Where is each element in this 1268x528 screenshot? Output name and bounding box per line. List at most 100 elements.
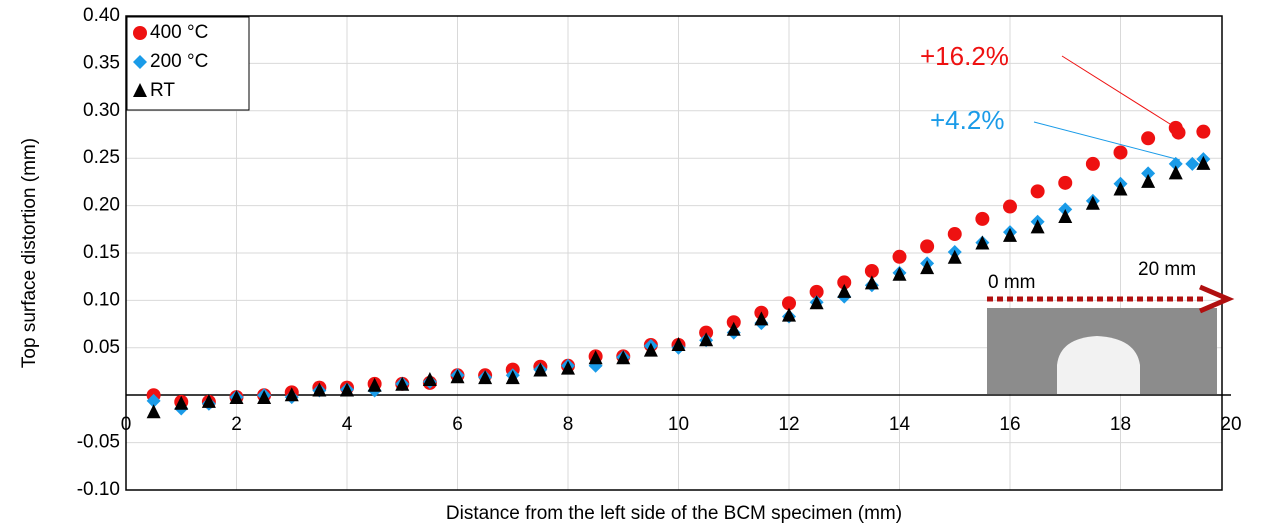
data-point <box>837 275 852 290</box>
data-point <box>505 370 520 385</box>
data-point <box>947 227 962 242</box>
legend-marker <box>133 26 147 40</box>
inset-label: 0 mm <box>988 272 1036 293</box>
data-point <box>671 336 686 351</box>
legend-marker <box>133 83 147 97</box>
data-point <box>1168 156 1183 171</box>
data-point <box>284 387 299 402</box>
data-point <box>892 249 907 264</box>
data-point <box>699 332 714 347</box>
x-axis-label: Distance from the left side of the BCM s… <box>446 503 902 524</box>
data-point <box>1113 145 1128 160</box>
data-point <box>975 211 990 226</box>
legend-marker <box>133 55 147 69</box>
data-point <box>1030 184 1045 199</box>
data-point <box>1003 199 1017 214</box>
data-point <box>1085 156 1100 171</box>
data-point <box>1196 124 1211 139</box>
x-tick-label: 4 <box>342 414 353 435</box>
data-point <box>450 369 465 384</box>
data-point <box>1003 227 1017 242</box>
inset-label: 20 mm <box>1138 259 1196 280</box>
y-tick-label: 0.15 <box>83 242 120 263</box>
data-point <box>1085 195 1100 210</box>
inset-photo: 0 mm 20 mm <box>987 259 1235 394</box>
y-tick-label: -0.05 <box>77 432 120 453</box>
x-tick-label: 8 <box>563 414 574 435</box>
x-tick-label: 16 <box>999 414 1020 435</box>
data-point <box>257 390 272 405</box>
data-point <box>643 342 658 357</box>
x-tick-label: 2 <box>231 414 242 435</box>
data-point <box>533 362 548 377</box>
data-point <box>1168 165 1183 180</box>
data-point <box>782 307 796 322</box>
x-tick-label: 18 <box>1110 414 1131 435</box>
x-tick-label: 12 <box>778 414 799 435</box>
inset-arrowhead <box>1199 284 1235 314</box>
data-point <box>561 360 575 375</box>
data-point <box>146 393 161 408</box>
data-point <box>1030 219 1045 234</box>
data-point <box>1113 181 1128 196</box>
y-tick-label: 0.20 <box>83 195 120 216</box>
data-point <box>201 393 216 408</box>
data-point <box>1058 208 1073 223</box>
data-point <box>1185 156 1200 171</box>
y-axis-label: Top surface distortion (mm) <box>19 138 40 368</box>
x-tick-label: 0 <box>121 414 132 435</box>
y-tick-label: 0.40 <box>83 5 120 26</box>
data-point <box>1171 125 1186 140</box>
y-tick-label: -0.10 <box>77 479 120 500</box>
y-tick-label: 0.35 <box>83 52 120 73</box>
data-point <box>229 390 244 405</box>
data-point <box>395 376 410 391</box>
annotation: +4.2% <box>930 105 1004 135</box>
x-tick-label: 14 <box>889 414 911 435</box>
legend-label: 200 °C <box>150 51 208 72</box>
data-point <box>588 350 603 365</box>
plot-frame <box>125 15 1223 491</box>
data-point <box>1141 166 1156 181</box>
data-point <box>864 275 879 290</box>
y-tick-label: 0.30 <box>83 100 120 121</box>
y-tick-label: 0.25 <box>83 147 120 168</box>
data-point <box>864 264 879 279</box>
data-point <box>478 370 493 385</box>
annotation-leader <box>1033 121 1181 161</box>
data-point <box>340 382 354 397</box>
legend-box <box>126 16 250 111</box>
data-point <box>174 395 189 410</box>
data-point <box>422 372 437 387</box>
data-point <box>920 260 935 275</box>
legend-label: 400 °C <box>150 22 208 43</box>
data-point <box>1141 173 1156 188</box>
data-point <box>616 350 631 365</box>
x-tick-label: 10 <box>668 414 689 435</box>
data-point <box>920 239 935 254</box>
data-point <box>312 382 327 397</box>
data-point <box>146 404 161 419</box>
data-point <box>782 296 796 311</box>
data-point <box>367 377 382 392</box>
annotation: +16.2% <box>920 41 1009 71</box>
data-point <box>1058 175 1073 190</box>
x-tick-label: 20 <box>1220 414 1241 435</box>
data-point <box>837 283 852 298</box>
data-point <box>947 249 962 264</box>
x-tick-label: 6 <box>452 414 463 435</box>
data-point <box>809 284 824 299</box>
data-point <box>809 295 824 310</box>
data-point <box>892 266 907 281</box>
data-point <box>1196 155 1211 170</box>
data-point <box>726 321 741 336</box>
y-tick-label: 0.10 <box>83 289 120 310</box>
legend-label: RT <box>150 80 175 101</box>
data-point <box>754 311 769 326</box>
data-point <box>975 235 990 250</box>
y-tick-label: 0.05 <box>83 337 120 358</box>
annotation-leader <box>1061 55 1171 125</box>
specimen-hole <box>1057 336 1140 394</box>
data-point <box>1141 131 1156 146</box>
